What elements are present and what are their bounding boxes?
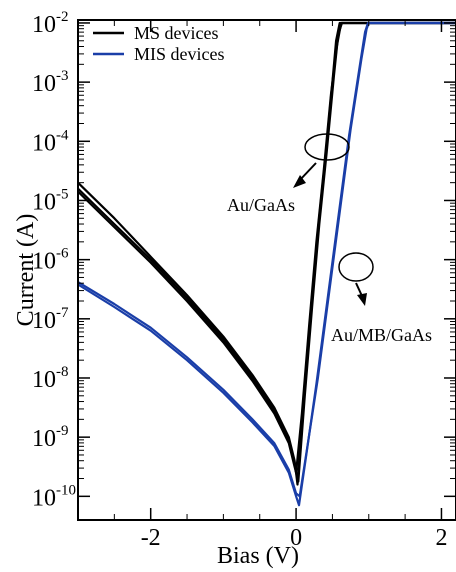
y-tick-label: 10-10 bbox=[32, 482, 76, 511]
plot-frame bbox=[77, 19, 456, 521]
annotation-ellipse-au-gaas bbox=[304, 133, 350, 161]
x-tick-label: 2 bbox=[435, 525, 447, 551]
legend-label-ms: MS devices bbox=[134, 23, 219, 43]
x-tick-label: 0 bbox=[290, 525, 302, 551]
annotation-arrowhead-au-gaas bbox=[293, 175, 306, 188]
y-tick-label: 10-3 bbox=[32, 68, 69, 97]
annotation-au-mb-gaas: Au/MB/GaAs bbox=[331, 252, 432, 345]
y-tick-label: 10-4 bbox=[32, 127, 69, 156]
series-ms-curve-1 bbox=[77, 21, 456, 483]
series-ms-curve-2 bbox=[77, 21, 456, 474]
annotation-arrow-au-mb-gaas bbox=[355, 282, 363, 297]
series-mis-curve-0 bbox=[77, 21, 456, 498]
y-tick-label: 10-2 bbox=[32, 9, 69, 38]
annotation-text-au-mb-gaas: Au/MB/GaAs bbox=[331, 325, 432, 345]
y-axis-label: Current (A) bbox=[13, 214, 39, 327]
data-curves bbox=[77, 21, 456, 507]
y-tick-label: 10-7 bbox=[32, 305, 69, 334]
annotation-ellipse-au-mb-gaas bbox=[338, 252, 374, 282]
annotation-au-gaas: Au/GaAs bbox=[227, 133, 350, 215]
y-axis: 10-2 10-3 10-4 10-5 10-6 10-7 10-8 10-9 10-10 bbox=[32, 9, 456, 511]
annotation-arrowhead-au-mb-gaas bbox=[357, 293, 367, 306]
y-tick-label: 10-5 bbox=[32, 186, 69, 215]
y-tick-label: 10-6 bbox=[32, 246, 69, 275]
series-ms-curve-0 bbox=[77, 21, 456, 486]
x-tick-label: -2 bbox=[141, 525, 161, 551]
y-tick-label: 10-9 bbox=[32, 423, 69, 452]
annotation-text-au-gaas: Au/GaAs bbox=[227, 195, 295, 215]
legend: MS devices MIS devices bbox=[93, 23, 224, 64]
legend-label-mis: MIS devices bbox=[134, 44, 224, 64]
x-axis-label: Bias (V) bbox=[217, 543, 299, 569]
series-mis-curve-1 bbox=[77, 21, 456, 507]
y-tick-label: 10-8 bbox=[32, 364, 69, 393]
x-axis: -2 0 2 bbox=[113, 20, 447, 551]
